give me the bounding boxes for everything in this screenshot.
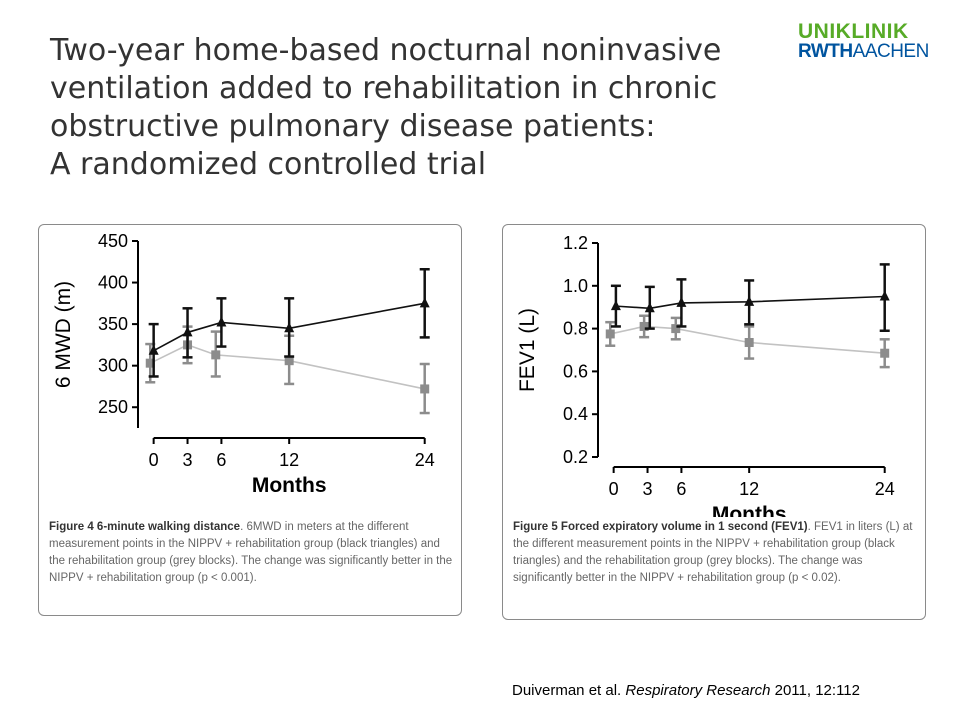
black-triangle-marker [216,316,227,327]
citation-authors: Duiverman et al. [512,682,626,699]
x-tick-label: 0 [149,450,159,470]
black-triangle-marker [182,326,193,337]
black-triangle-marker [284,322,295,333]
x-tick-label: 12 [279,450,299,470]
grey-block-marker [639,321,649,331]
logo-text-rwth: RWTH [798,41,853,62]
title-line: obstructive pulmonary disease patients: [50,109,656,144]
y-tick-label: 0.4 [563,404,588,424]
grey-block-marker [211,350,221,360]
grey-block-marker [420,384,430,394]
black-triangle-marker [419,297,430,308]
x-tick-label: 24 [875,479,895,499]
y-tick-label: 300 [98,356,128,376]
figure-5-panel: 0.2 0.4 0.6 0.8 1.0 1.2 0 3 6 12 24 Months FEV1 (L) … [502,224,926,620]
x-tick-label: 0 [609,479,619,499]
x-tick-label: 12 [739,479,759,499]
x-axis-title: Months [712,503,787,517]
y-tick-label: 450 [98,231,128,251]
y-tick-label: 0.6 [563,361,588,381]
black-triangle-marker [744,295,755,306]
black-triangle-marker [610,300,621,311]
grey-block-marker [744,338,754,348]
figure-5-caption: Figure 5 Forced expiratory volume in 1 s… [513,519,918,587]
logo-text-aachen: AACHEN [852,41,930,62]
x-axis-title: Months [252,474,327,497]
walking-distance-chart: 250 300 350 400 450 0 3 6 12 24 Months 6 MWD (m) [52,231,435,497]
y-tick-label: 400 [98,273,128,293]
y-axis-title: 6 MWD (m) [52,281,75,388]
y-tick-label: 350 [98,314,128,334]
grey-block-marker [145,358,155,368]
caption-text: . 6MWD in meters at the different measur… [49,521,453,584]
x-tick-label: 3 [183,450,193,470]
y-tick-label: 1.0 [563,276,588,296]
title-line: ventilation added to rehabilitation in c… [50,71,718,106]
grey-block-marker [880,348,890,358]
y-tick-label: 0.2 [563,447,588,467]
slide-title: Two-year home-based nocturnal noninvasiv… [50,32,750,184]
black-triangle-marker [879,290,890,301]
y-tick-label: 0.8 [563,319,588,339]
y-tick-label: 250 [98,397,128,417]
x-tick-label: 6 [676,479,686,499]
fev1-chart: 0.2 0.4 0.6 0.8 1.0 1.2 0 3 6 12 24 Months FEV1 (L) [516,233,895,517]
black-triangle-marker [148,344,159,355]
y-axis-title: FEV1 (L) [516,308,539,392]
figure-4-panel: 250 300 350 400 450 0 3 6 12 24 Months 6 MWD (m) Fi… [38,224,462,616]
grey-block-marker [605,329,615,339]
citation: Duiverman et al. Respiratory Research 20… [512,682,860,699]
uniklinik-rwth-aachen-logo: UNIKLINIK RWTHAACHEN [798,20,929,62]
logo-text-bottom: RWTHAACHEN [798,42,929,62]
title-line: Two-year home-based nocturnal noninvasiv… [50,33,722,68]
caption-title: Figure 5 Forced expiratory volume in 1 s… [513,521,808,533]
y-tick-label: 1.2 [563,233,588,253]
title-line: A randomized controlled trial [50,147,487,182]
grey-block-marker [671,324,681,334]
black-triangle-marker [644,302,655,313]
citation-details: 2011, 12:112 [770,682,860,699]
citation-journal: Respiratory Research [625,682,771,699]
rehab-series-line [149,344,425,390]
caption-text: . FEV1 in liters (L) at the different me… [513,521,913,584]
caption-title: Figure 4 6-minute walking distance [49,521,241,533]
x-tick-label: 6 [216,450,226,470]
logo-text-top: UNIKLINIK [798,20,909,43]
figure-4-caption: Figure 4 6-minute walking distance. 6MWD… [49,519,454,587]
black-triangle-marker [676,296,687,307]
x-tick-label: 3 [643,479,653,499]
x-tick-label: 24 [415,450,435,470]
grey-block-marker [284,356,294,366]
